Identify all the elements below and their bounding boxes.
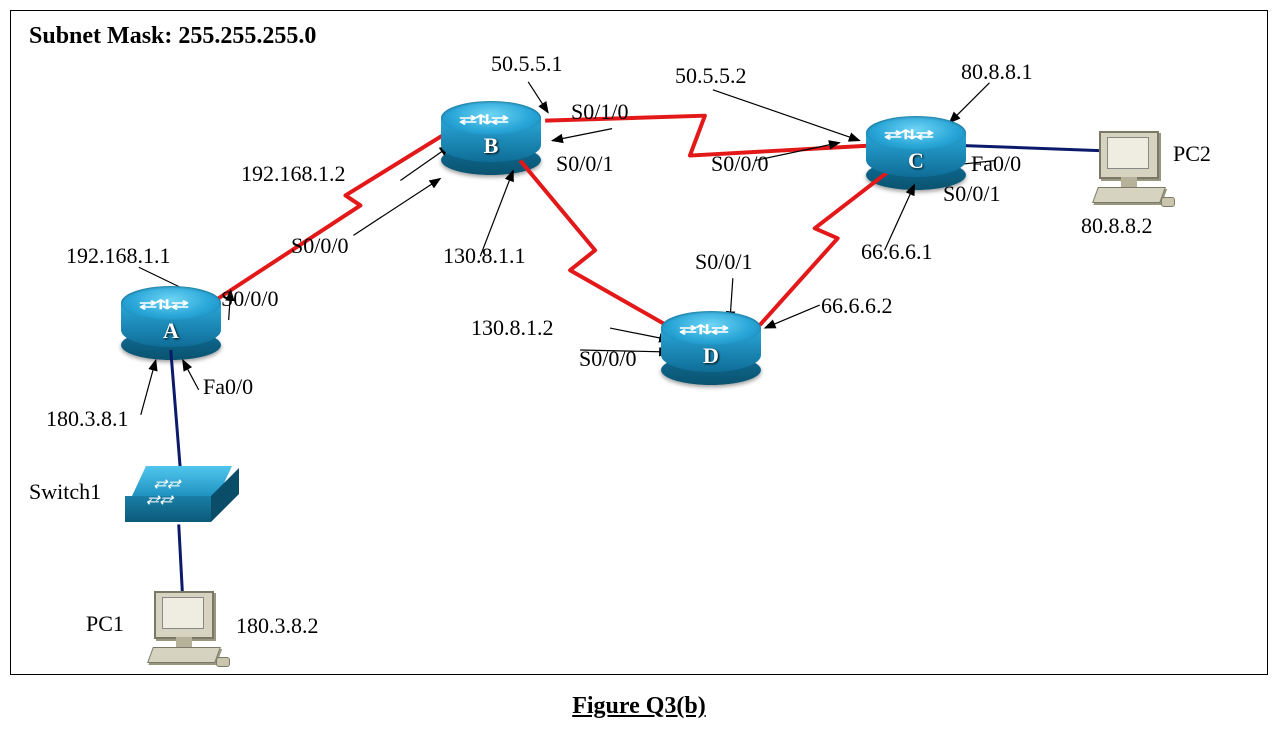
switch-1: ⇄ ⇄⇄ ⇄ xyxy=(131,466,217,522)
router-c: ⇄ ⇅ ⇄ C xyxy=(866,116,966,176)
router-c-label: C xyxy=(866,148,966,174)
label-rc-ip-fa00: 80.8.8.1 xyxy=(961,59,1033,85)
label-rc-ip-s000: 50.5.5.2 xyxy=(675,63,747,89)
router-d-label: D xyxy=(661,343,761,369)
label-pc2: PC2 xyxy=(1173,141,1211,167)
diagram-frame: ⇄ ⇅ ⇄ A ⇄ ⇅ ⇄ B ⇄ ⇅ ⇄ C ⇄ ⇅ ⇄ D ⇄ ⇄⇄ ⇄ S… xyxy=(10,10,1268,675)
label-rc-fa00: Fa0/0 xyxy=(971,151,1021,177)
label-ra-fa00: Fa0/0 xyxy=(203,374,253,400)
label-ra-s000: S0/0/0 xyxy=(221,286,278,312)
label-ra-ip-fa00: 180.3.8.1 xyxy=(46,406,129,432)
router-a-label: A xyxy=(121,318,221,344)
router-a: ⇄ ⇅ ⇄ A xyxy=(121,286,221,346)
label-rd-s000: S0/0/0 xyxy=(579,346,636,372)
label-rb-s001: S0/0/1 xyxy=(556,151,613,177)
label-switch1: Switch1 xyxy=(29,479,101,505)
label-rb-ip-s001: 130.8.1.1 xyxy=(443,243,526,269)
label-pc2-ip: 80.8.8.2 xyxy=(1081,213,1153,239)
label-rc-s000: S0/0/0 xyxy=(711,151,768,177)
pc-1 xyxy=(146,591,222,667)
subnet-mask-title: Subnet Mask: 255.255.255.0 xyxy=(29,23,316,50)
label-ra-ip-s000: 192.168.1.1 xyxy=(66,243,171,269)
label-pc1-ip: 180.3.8.2 xyxy=(236,613,319,639)
router-b: ⇄ ⇅ ⇄ B xyxy=(441,101,541,161)
router-b-label: B xyxy=(441,133,541,159)
label-rb-s000: S0/0/0 xyxy=(291,233,348,259)
label-rb-ip-s000: 192.168.1.2 xyxy=(241,161,346,187)
label-rc-ip-s001: 66.6.6.1 xyxy=(861,239,933,265)
label-rd-s001: S0/0/1 xyxy=(695,249,752,275)
label-pc1: PC1 xyxy=(86,611,124,637)
label-rd-ip-s001: 66.6.6.2 xyxy=(821,293,893,319)
label-rd-ip-s000: 130.8.1.2 xyxy=(471,315,554,341)
figure-caption: Figure Q3(b) xyxy=(10,693,1268,720)
label-rb-s010: S0/1/0 xyxy=(571,99,628,125)
pc-2 xyxy=(1091,131,1167,207)
serial-links xyxy=(216,116,890,330)
router-d: ⇄ ⇅ ⇄ D xyxy=(661,311,761,371)
ether-links xyxy=(171,146,1100,600)
label-rc-s001: S0/0/1 xyxy=(943,181,1000,207)
label-rb-ip-s010: 50.5.5.1 xyxy=(491,51,563,77)
